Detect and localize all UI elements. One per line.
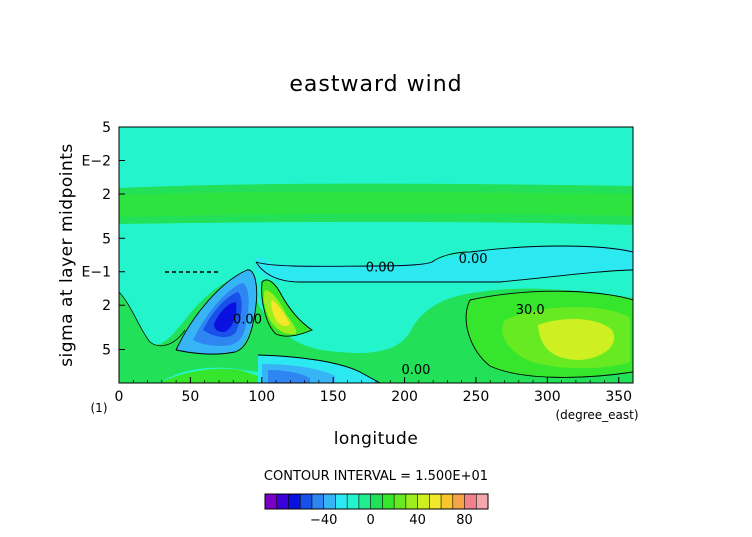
x-tick-label: 100 bbox=[248, 389, 275, 405]
x-axis-unit: (degree_east) bbox=[555, 408, 638, 422]
colorbar-frame bbox=[264, 493, 489, 510]
contour-label: 0.00 bbox=[366, 260, 395, 275]
y-axis-unit: (1) bbox=[91, 401, 108, 415]
colorbar-swatch bbox=[394, 494, 407, 509]
field-surface-westerly bbox=[160, 368, 258, 383]
x-tick-label: 0 bbox=[115, 389, 124, 405]
colorbar-swatch bbox=[452, 494, 465, 509]
contour-line-easterly-jet bbox=[175, 269, 258, 355]
contour-line-surface bbox=[257, 354, 381, 383]
field-local-max-core bbox=[271, 300, 290, 327]
x-axis: 0 50 100 150 200 250 300 350 bbox=[115, 377, 632, 405]
contour-labels: 0.00 0.00 0.00 0.00 30.0 bbox=[233, 252, 545, 378]
contour-label: 0.00 bbox=[459, 252, 488, 267]
colorbar-swatch bbox=[288, 494, 301, 509]
chart-title: eastward wind bbox=[289, 72, 462, 97]
field-surface-easterly-core bbox=[268, 370, 310, 383]
contour-line-westerly-jet bbox=[465, 290, 633, 378]
colorbar-swatch bbox=[347, 494, 360, 509]
x-tick-label: 200 bbox=[391, 389, 418, 405]
colorbar-swatch bbox=[335, 494, 348, 509]
colorbar-swatch bbox=[358, 494, 371, 509]
colorbar-tick-label: 80 bbox=[456, 513, 473, 528]
field-easterly-band bbox=[255, 245, 633, 283]
contour-line-left bbox=[119, 291, 186, 347]
colorbar-swatch bbox=[405, 494, 418, 509]
colorbar-swatch bbox=[311, 494, 324, 509]
heatmap-field bbox=[119, 127, 633, 383]
x-tick-label: 150 bbox=[320, 389, 347, 405]
y-axis: 5 E−2 2 5 E−1 2 5 bbox=[82, 120, 125, 359]
y-tick-label: 5 bbox=[102, 120, 111, 136]
colorbar-swatch bbox=[429, 494, 442, 509]
colorbar-swatch bbox=[417, 494, 430, 509]
x-tick-label: 300 bbox=[534, 389, 561, 405]
colorbar-tick-label: −40 bbox=[310, 513, 337, 528]
contour-interval: CONTOUR INTERVAL = 1.500E+01 bbox=[264, 469, 488, 484]
y-tick-label: 5 bbox=[102, 231, 111, 247]
colorbar-tick-label: 40 bbox=[409, 513, 426, 528]
field-easterly-jet-core bbox=[214, 302, 237, 332]
colorbar-swatch bbox=[265, 494, 278, 509]
contour-line-local-max bbox=[261, 279, 313, 337]
colorbar: −40 0 40 80 bbox=[264, 493, 489, 528]
y-tick-label: 2 bbox=[102, 298, 111, 314]
colorbar-swatch bbox=[300, 494, 313, 509]
contour-line-zero-lower bbox=[255, 261, 633, 283]
x-axis-label: longitude bbox=[334, 429, 419, 449]
contour-line-zero-upper bbox=[255, 245, 633, 267]
y-tick-label: 5 bbox=[102, 343, 111, 359]
colorbar-swatch bbox=[382, 494, 395, 509]
y-tick-label: E−2 bbox=[82, 153, 111, 169]
y-tick-label: E−1 bbox=[82, 265, 111, 281]
x-tick-label: 350 bbox=[605, 389, 632, 405]
x-tick-label: 50 bbox=[181, 389, 199, 405]
x-tick-label: 250 bbox=[463, 389, 490, 405]
contour-label: 30.0 bbox=[516, 303, 545, 318]
colorbar-swatch bbox=[441, 494, 454, 509]
colorbar-swatch bbox=[323, 494, 336, 509]
colorbar-swatch bbox=[370, 494, 383, 509]
colorbar-swatch bbox=[276, 494, 289, 509]
y-tick-label: 2 bbox=[102, 187, 111, 203]
colorbar-swatch bbox=[476, 494, 489, 509]
contour-label: 0.00 bbox=[402, 363, 431, 378]
colorbar-tick-label: 0 bbox=[366, 513, 374, 528]
field-westerly-jet-core bbox=[538, 318, 615, 360]
contour-label: 0.00 bbox=[233, 312, 262, 327]
colorbar-swatch bbox=[464, 494, 477, 509]
y-axis-label: sigma at layer midpoints bbox=[57, 143, 77, 367]
field-band-upper-core bbox=[119, 191, 633, 217]
